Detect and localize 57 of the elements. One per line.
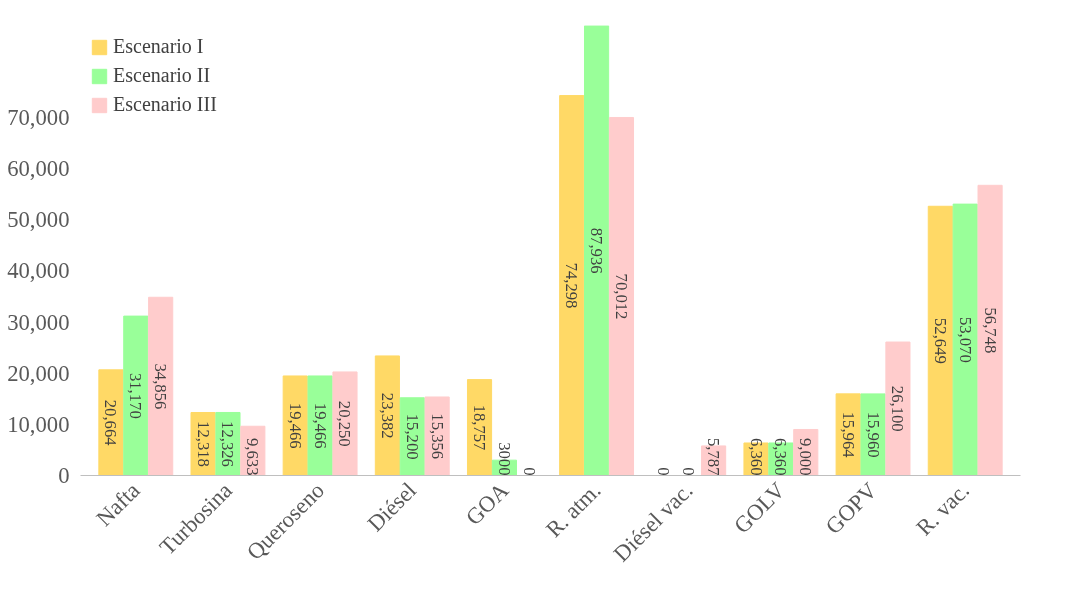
legend-label: Escenario II [113,64,211,87]
data-label: 15,200 [402,413,422,460]
bar [123,315,149,476]
data-label: 6,360 [746,438,766,476]
bar [559,95,585,476]
data-label: 19,466 [285,402,305,449]
bar [584,25,610,476]
bar [977,184,1003,476]
data-label: 5,787 [704,438,724,476]
data-label: 53,070 [955,316,975,363]
y-tick-label: 0 [58,463,70,488]
x-tick-label: R. atm. [541,477,606,543]
data-label: 87,936 [587,227,607,274]
legend-label: Escenario I [113,35,204,58]
data-label: 31,170 [126,372,146,419]
data-label: 6,360 [771,438,791,476]
x-tick-label: GOA [460,477,514,531]
data-label: 52,649 [930,317,950,364]
y-tick-label: 10,000 [7,411,70,437]
data-label: 0 [654,467,674,476]
data-label: 15,964 [838,411,858,459]
data-label: 15,960 [863,411,883,458]
y-tick-label: 70,000 [7,105,70,131]
data-label: 34,856 [151,363,171,410]
bar [148,296,174,476]
data-label: 20,664 [101,399,121,447]
x-tick-label: R. vac. [911,477,975,541]
data-label: 26,100 [888,385,908,432]
bar [952,203,978,476]
data-label: 20,250 [335,400,355,447]
data-label: 19,466 [310,402,330,449]
data-label: 74,298 [562,262,582,309]
bar [927,205,953,476]
bar [374,355,400,476]
y-tick-label: 30,000 [7,309,70,335]
bar [332,371,358,476]
y-tick-label: 50,000 [7,207,70,233]
data-label: 56,748 [980,307,1000,354]
data-label: 9,000 [796,438,816,476]
data-label: 12,326 [218,421,238,467]
y-tick-label: 40,000 [7,258,70,284]
data-label: 12,318 [193,421,213,467]
bar [466,379,493,476]
data-label: 15,356 [427,413,447,460]
data-label: 3000 [494,442,514,476]
data-label: 70,012 [611,273,631,320]
y-tick-label: 20,000 [7,360,70,386]
data-label: 9,633 [243,438,263,476]
bar [885,341,911,476]
bar [608,116,635,476]
y-tick-label: 60,000 [7,156,70,182]
bar [424,396,450,476]
data-label: 18,757 [470,404,490,451]
data-label: 0 [519,467,539,476]
data-label: 0 [679,467,699,476]
legend-label: Escenario III [113,93,217,116]
data-label: 23,382 [377,392,397,439]
